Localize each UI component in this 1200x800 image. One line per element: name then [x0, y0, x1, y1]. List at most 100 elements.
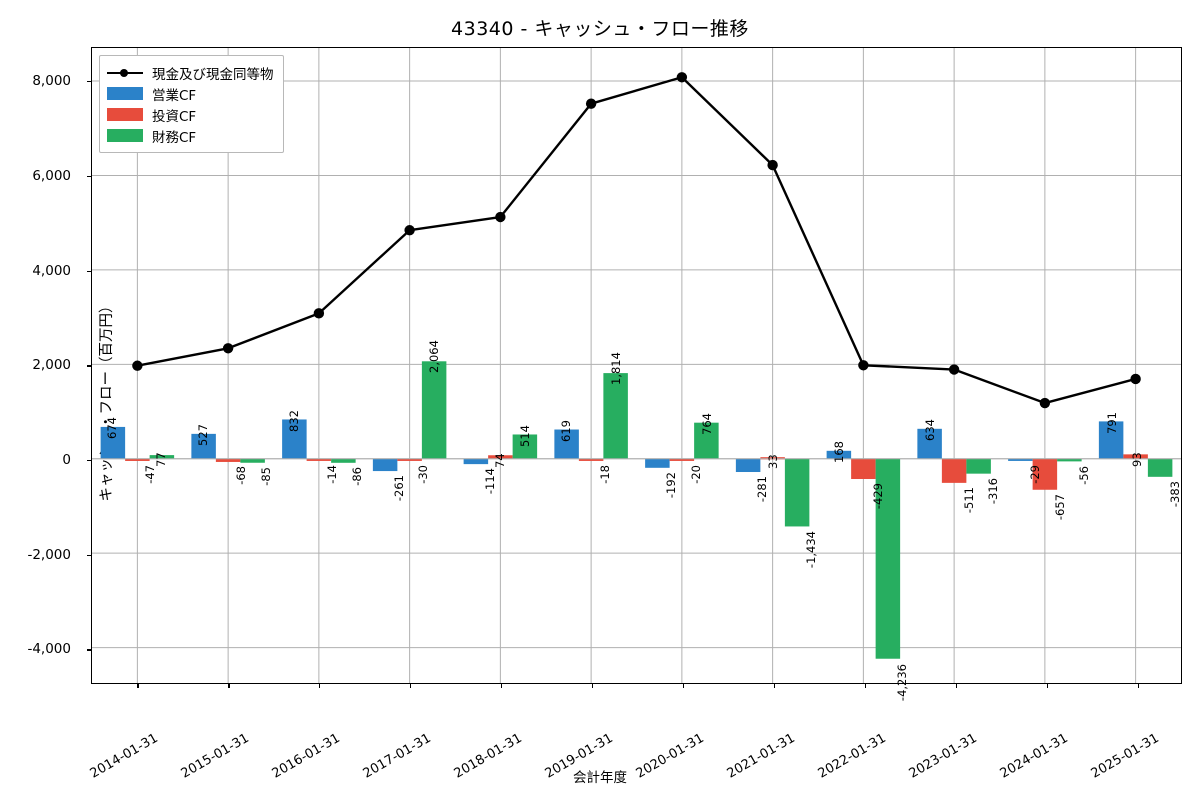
- x-tick-mark: [501, 683, 503, 688]
- bar-value-label: 634: [923, 419, 938, 441]
- cash-line-marker: [767, 159, 778, 171]
- cash-line-marker: [585, 98, 597, 109]
- legend-line-marker-icon: [107, 66, 143, 79]
- bar-value-label: 168: [832, 441, 847, 464]
- bar: [578, 458, 604, 461]
- y-tick-mark: [87, 81, 92, 83]
- bar: [331, 458, 356, 463]
- bar-value-label: 527: [195, 424, 210, 447]
- bar: [669, 458, 695, 461]
- x-tick-mark: [410, 683, 412, 688]
- x-tick-mark: [1137, 683, 1139, 688]
- bar: [100, 426, 126, 459]
- bar: [1123, 454, 1148, 459]
- bar-value-label: -29: [1028, 465, 1043, 485]
- bar: [645, 458, 670, 468]
- bar-value-label: -30: [416, 465, 431, 485]
- bar: [512, 434, 538, 459]
- y-tick-mark: [87, 554, 92, 556]
- bar-value-label: 791: [1104, 411, 1119, 434]
- y-tick-mark: [87, 270, 92, 272]
- bar-value-label: -316: [986, 478, 1001, 505]
- y-tick-mark: [87, 649, 92, 651]
- bar: [397, 458, 422, 461]
- cash-line-marker: [222, 343, 234, 354]
- bar: [851, 458, 876, 479]
- bar: [421, 361, 447, 459]
- bar-value-label: -14: [325, 465, 340, 485]
- bar-value-label: -511: [961, 487, 976, 514]
- legend-color-swatch: [107, 129, 143, 142]
- cash-line-marker: [313, 308, 325, 319]
- bar-value-label: 33: [765, 454, 780, 470]
- bar-value-label: 514: [517, 424, 532, 447]
- bar-value-label: 764: [699, 412, 714, 435]
- legend-label: 営業CF: [152, 87, 197, 104]
- bar: [149, 455, 175, 459]
- bar-value-label: 77: [154, 452, 168, 468]
- x-tick-mark: [955, 683, 957, 688]
- bar-value-label: -85: [258, 467, 273, 486]
- x-tick-mark: [228, 683, 230, 688]
- page-title: 43340 - キャッシュ・フロー推移: [451, 18, 749, 40]
- x-tick-mark: [1046, 683, 1048, 688]
- chart-legend: 現金及び現金同等物 営業CF 投資CF 財務CF: [99, 55, 284, 153]
- bar-value-label: -86: [349, 467, 364, 486]
- bar: [215, 458, 241, 462]
- bar: [240, 458, 265, 463]
- x-tick-mark: [773, 683, 776, 688]
- plot-canvas: [92, 48, 1181, 683]
- bar: [1098, 421, 1124, 459]
- legend-label: 現金及び現金同等物: [152, 66, 274, 83]
- x-tick-mark: [864, 683, 866, 688]
- bar-value-label: -20: [688, 465, 703, 485]
- bar-value-label: -18: [598, 465, 613, 485]
- bar: [826, 450, 852, 459]
- legend-color-swatch: [107, 87, 143, 100]
- bar-value-label: -56: [1077, 465, 1092, 485]
- legend-item[interactable]: 営業CF: [107, 83, 274, 104]
- y-tick-mark: [87, 175, 92, 178]
- bar-value-label: -192: [664, 472, 679, 499]
- bar: [735, 458, 761, 473]
- bar: [966, 458, 991, 474]
- bar: [463, 458, 489, 465]
- legend-item[interactable]: 投資CF: [107, 104, 274, 125]
- bar: [306, 458, 332, 461]
- bar-value-label: 2,064: [426, 340, 441, 374]
- bar-value-label: -657: [1052, 494, 1067, 521]
- bar-value-label: 1,814: [608, 352, 623, 386]
- y-tick-label: 0: [62, 452, 71, 469]
- cash-line: [137, 77, 1135, 403]
- legend-item[interactable]: 財務CF: [107, 125, 274, 146]
- bar-value-label: -281: [755, 476, 770, 503]
- bar-value-label: 74: [493, 452, 508, 468]
- bar: [1008, 458, 1033, 461]
- bar-value-label: -47: [143, 465, 158, 485]
- x-tick-mark: [682, 683, 685, 688]
- bar-value-label: -114: [482, 468, 497, 495]
- y-tick-label: -2,000: [27, 546, 71, 563]
- bar-value-label: -383: [1168, 481, 1183, 508]
- bar: [488, 455, 513, 459]
- cash-line-marker: [404, 225, 415, 236]
- y-tick-label: 2,000: [32, 357, 71, 374]
- y-tick-label: 4,000: [32, 262, 71, 279]
- legend-color-swatch: [107, 108, 143, 121]
- bar: [282, 419, 307, 459]
- bar: [1057, 458, 1082, 462]
- bar-value-label: -261: [391, 475, 406, 502]
- cash-line-marker: [676, 72, 688, 83]
- legend-item[interactable]: 現金及び現金同等物: [107, 62, 274, 83]
- y-tick-label: -4,000: [27, 641, 71, 658]
- bar: [694, 422, 719, 459]
- cash-line-marker: [858, 360, 869, 371]
- x-tick-mark: [319, 683, 321, 688]
- y-tick-label: 8,000: [32, 73, 71, 90]
- cash-line-marker: [1039, 397, 1051, 409]
- bar: [554, 429, 579, 459]
- bar: [191, 433, 216, 459]
- x-axis-label: 会計年度: [573, 770, 627, 786]
- bar-value-label: 93: [1129, 451, 1144, 467]
